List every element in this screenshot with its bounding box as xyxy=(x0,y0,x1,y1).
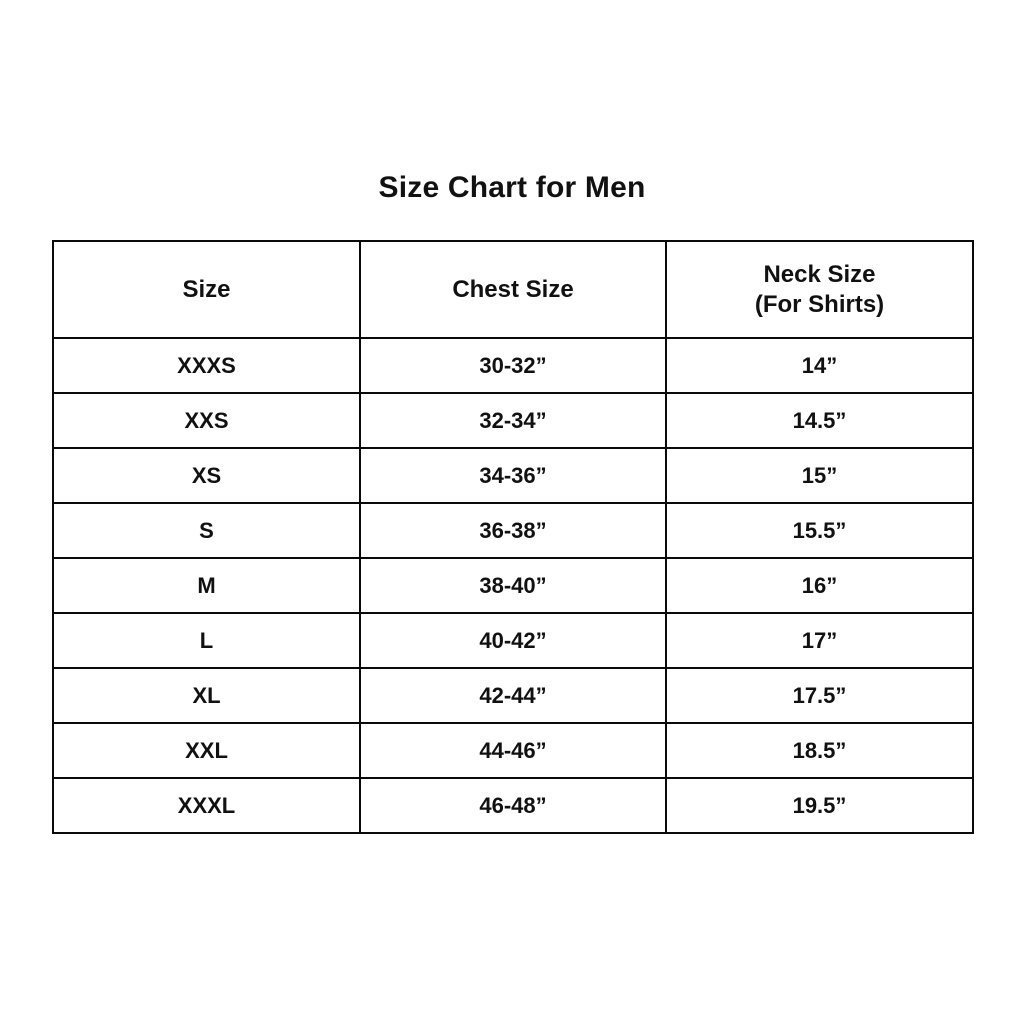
column-header-size-line1: Size xyxy=(182,275,231,303)
table-row: XXL 44-46” 18.5” xyxy=(52,722,974,779)
table-row: S 36-38” 15.5” xyxy=(52,502,974,559)
cell-neck: 15” xyxy=(665,447,974,504)
column-header-neck-size-line1: Neck Size xyxy=(763,260,876,288)
cell-size: L xyxy=(52,612,361,669)
cell-neck: 17” xyxy=(665,612,974,669)
table-row: M 38-40” 16” xyxy=(52,557,974,614)
cell-chest: 40-42” xyxy=(359,612,667,669)
table-row: XXS 32-34” 14.5” xyxy=(52,392,974,449)
cell-chest: 38-40” xyxy=(359,557,667,614)
cell-neck: 14” xyxy=(665,337,974,394)
size-chart-table: Size Chest Size Neck Size (For Shirts) X… xyxy=(52,240,974,834)
column-header-chest-size: Chest Size xyxy=(359,240,667,339)
column-header-chest-size-line1: Chest Size xyxy=(452,275,574,303)
cell-size: XS xyxy=(52,447,361,504)
table-row: L 40-42” 17” xyxy=(52,612,974,669)
cell-chest: 46-48” xyxy=(359,777,667,834)
cell-neck: 15.5” xyxy=(665,502,974,559)
cell-size: XL xyxy=(52,667,361,724)
cell-neck: 14.5” xyxy=(665,392,974,449)
table-header-row: Size Chest Size Neck Size (For Shirts) xyxy=(52,240,974,339)
table-row: XXXS 30-32” 14” xyxy=(52,337,974,394)
cell-size: XXXS xyxy=(52,337,361,394)
table-row: XXXL 46-48” 19.5” xyxy=(52,777,974,834)
table-header: Size Chest Size Neck Size (For Shirts) xyxy=(52,240,974,339)
cell-size: M xyxy=(52,557,361,614)
cell-neck: 17.5” xyxy=(665,667,974,724)
cell-neck: 19.5” xyxy=(665,777,974,834)
cell-neck: 18.5” xyxy=(665,722,974,779)
cell-size: XXS xyxy=(52,392,361,449)
cell-size: S xyxy=(52,502,361,559)
cell-chest: 44-46” xyxy=(359,722,667,779)
cell-chest: 36-38” xyxy=(359,502,667,559)
cell-size: XXXL xyxy=(52,777,361,834)
cell-size: XXL xyxy=(52,722,361,779)
page-title: Size Chart for Men xyxy=(378,171,646,204)
column-header-neck-size-line2: (For Shirts) xyxy=(754,290,885,318)
table-body: XXXS 30-32” 14” XXS 32-34” 14.5” XS 34-3… xyxy=(52,337,974,834)
cell-neck: 16” xyxy=(665,557,974,614)
cell-chest: 42-44” xyxy=(359,667,667,724)
table-row: XL 42-44” 17.5” xyxy=(52,667,974,724)
table-row: XS 34-36” 15” xyxy=(52,447,974,504)
cell-chest: 30-32” xyxy=(359,337,667,394)
column-header-neck-size: Neck Size (For Shirts) xyxy=(665,240,974,339)
cell-chest: 34-36” xyxy=(359,447,667,504)
cell-chest: 32-34” xyxy=(359,392,667,449)
column-header-size: Size xyxy=(52,240,361,339)
